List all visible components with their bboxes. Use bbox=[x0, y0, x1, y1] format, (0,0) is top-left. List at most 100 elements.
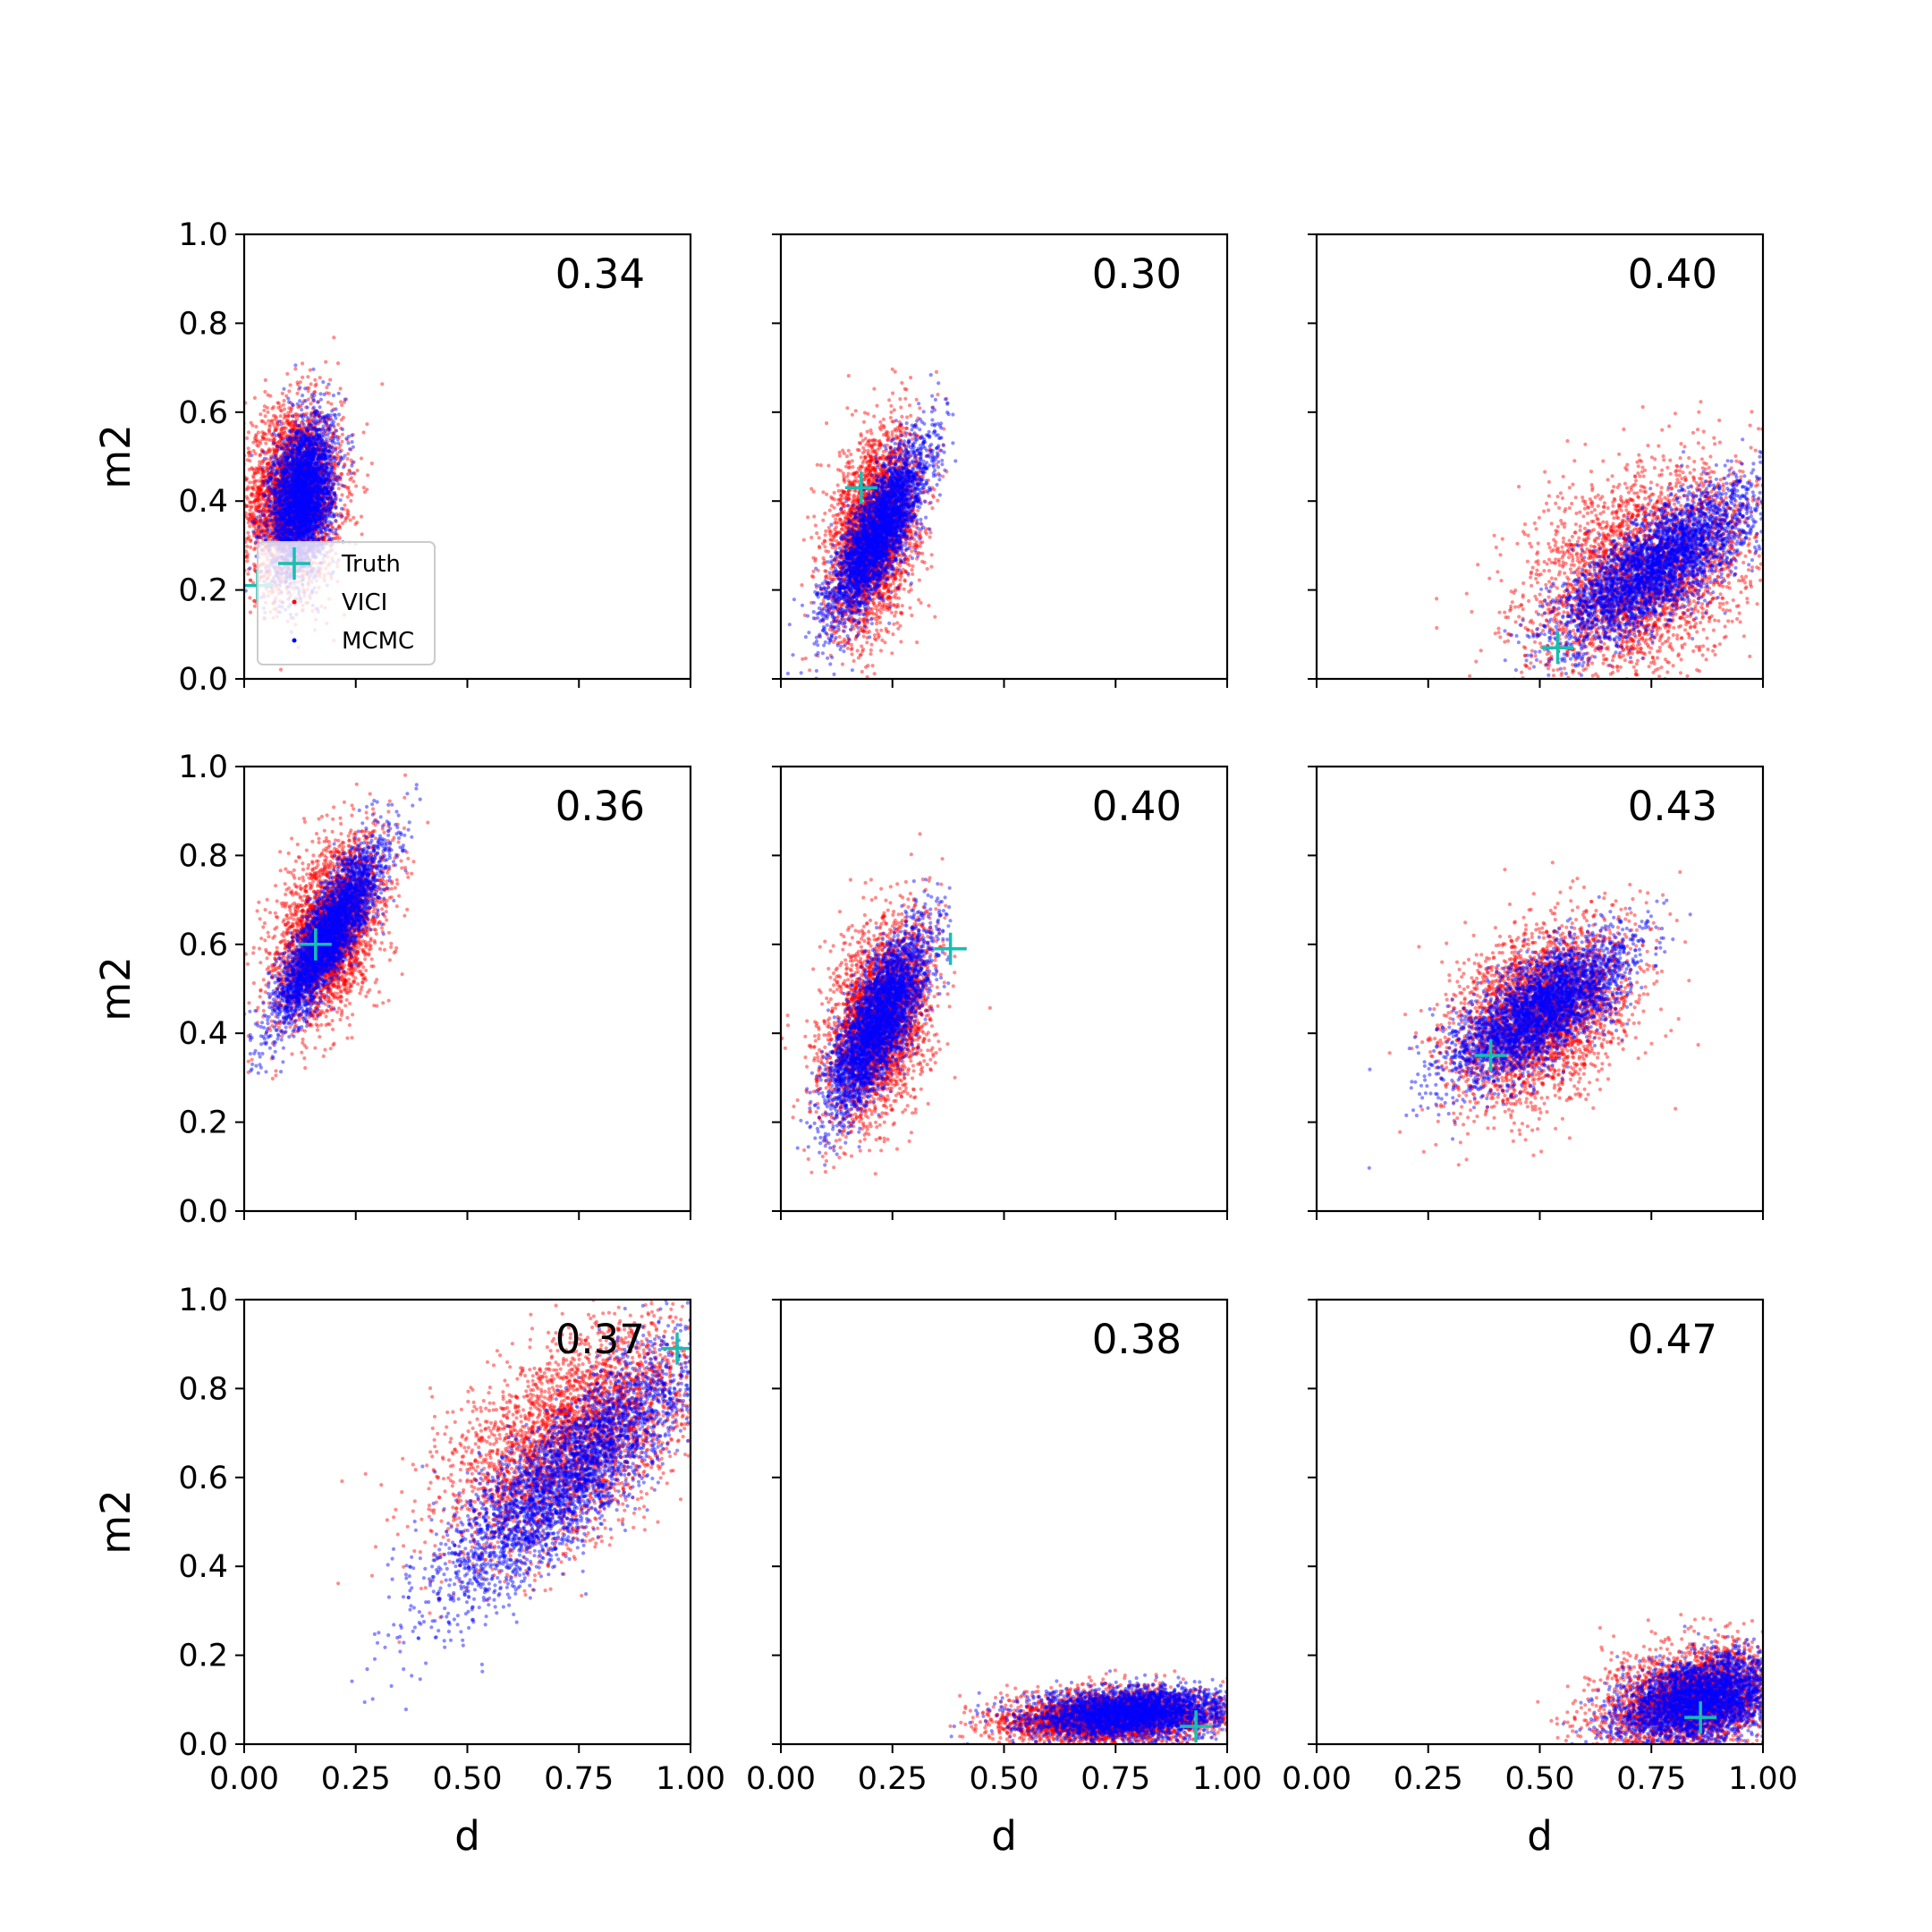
vici-scatter-point bbox=[244, 487, 249, 492]
vici-scatter-point bbox=[267, 419, 271, 423]
vici-scatter-point bbox=[297, 448, 302, 453]
vici-scatter-point bbox=[292, 486, 296, 490]
vici-scatter-point bbox=[294, 521, 299, 525]
vici-scatter-point bbox=[277, 527, 282, 531]
vici-scatter-point bbox=[301, 485, 306, 489]
vici-scatter-point bbox=[322, 456, 326, 462]
vici-scatter-point bbox=[275, 518, 280, 522]
vici-scatter-point bbox=[298, 476, 302, 481]
vici-scatter-point bbox=[290, 510, 294, 514]
vici-scatter-point bbox=[340, 439, 344, 444]
vici-scatter-point bbox=[252, 521, 257, 526]
vici-scatter-point bbox=[343, 484, 347, 488]
vici-scatter-point bbox=[230, 545, 233, 548]
vici-scatter-point bbox=[335, 361, 341, 366]
vici-scatter-point bbox=[329, 450, 334, 454]
vici-scatter-point bbox=[308, 534, 312, 539]
vici-scatter-point bbox=[289, 488, 293, 493]
vici-scatter-point bbox=[244, 495, 250, 499]
mcmc-scatter-point bbox=[318, 405, 322, 410]
vici-scatter-point bbox=[261, 432, 266, 436]
vici-scatter-point bbox=[289, 496, 293, 500]
vici-scatter-point bbox=[293, 472, 298, 478]
vici-scatter-point bbox=[273, 497, 277, 503]
vici-scatter-point bbox=[264, 516, 268, 521]
vici-scatter-point bbox=[301, 490, 305, 496]
vici-scatter-point bbox=[310, 512, 315, 516]
vici-scatter-point bbox=[267, 428, 272, 433]
vici-scatter-point bbox=[329, 402, 334, 406]
vici-scatter-point bbox=[275, 536, 279, 540]
vici-scatter-point bbox=[306, 431, 310, 436]
vici-scatter-point bbox=[315, 493, 319, 497]
vici-scatter-point bbox=[299, 462, 304, 466]
vici-scatter-point bbox=[313, 452, 318, 456]
vici-scatter-point bbox=[275, 515, 279, 521]
vici-scatter-point bbox=[355, 468, 360, 473]
vici-scatter-point bbox=[319, 458, 324, 462]
vici-scatter-point bbox=[265, 462, 269, 467]
vici-scatter-point bbox=[233, 455, 236, 459]
vici-scatter-point bbox=[316, 487, 320, 493]
vici-scatter-point bbox=[299, 464, 303, 470]
vici-scatter-point bbox=[329, 444, 334, 448]
vici-scatter-point bbox=[267, 488, 271, 493]
vici-scatter-point bbox=[236, 502, 240, 505]
vici-scatter-point bbox=[311, 512, 316, 516]
vici-scatter-point bbox=[261, 436, 266, 440]
vici-scatter-point bbox=[247, 517, 251, 521]
vici-scatter-point bbox=[312, 471, 317, 476]
vici-scatter-point bbox=[302, 508, 307, 513]
vici-scatter-point bbox=[293, 455, 298, 460]
vici-scatter-point bbox=[328, 377, 333, 382]
mcmc-scatter-point bbox=[270, 491, 275, 496]
vici-scatter-point bbox=[308, 495, 312, 499]
vici-scatter-point bbox=[239, 484, 242, 487]
vici-scatter-point bbox=[272, 484, 277, 489]
vici-scatter-point bbox=[312, 513, 317, 519]
vici-scatter-point bbox=[325, 479, 329, 485]
vici-scatter-point bbox=[306, 518, 310, 522]
vici-scatter-point bbox=[267, 471, 271, 476]
vici-scatter-point bbox=[298, 471, 302, 477]
vici-scatter-point bbox=[324, 419, 328, 423]
vici-scatter-point bbox=[296, 526, 301, 530]
vici-scatter-point bbox=[309, 484, 314, 488]
vici-scatter-point bbox=[297, 413, 301, 418]
vici-scatter-point bbox=[259, 447, 264, 453]
vici-scatter-point bbox=[380, 382, 385, 386]
vici-scatter-point bbox=[291, 509, 295, 513]
vici-scatter-point bbox=[253, 493, 258, 497]
vici-scatter-point bbox=[281, 475, 285, 479]
vici-scatter-point bbox=[289, 432, 293, 436]
vici-scatter-point bbox=[280, 460, 284, 464]
vici-scatter-point bbox=[292, 461, 296, 465]
vici-scatter-point bbox=[294, 514, 299, 520]
vici-scatter-point bbox=[301, 492, 305, 496]
vici-scatter-point bbox=[268, 534, 273, 538]
vici-scatter-point bbox=[291, 445, 295, 450]
vici-scatter-point bbox=[278, 667, 284, 672]
vici-scatter-point bbox=[296, 414, 301, 419]
vici-scatter-point bbox=[298, 506, 302, 512]
vici-scatter-point bbox=[294, 483, 299, 487]
vici-scatter-point bbox=[289, 407, 293, 411]
vici-scatter-point bbox=[296, 500, 301, 505]
vici-scatter-point bbox=[318, 519, 322, 523]
vici-scatter-point bbox=[284, 414, 288, 419]
vici-scatter-point bbox=[329, 485, 334, 489]
vici-scatter-point bbox=[281, 432, 285, 436]
vici-scatter-point bbox=[338, 386, 343, 391]
mcmc-scatter-point bbox=[258, 519, 263, 523]
mcmc-scatter-point bbox=[329, 422, 334, 427]
vici-scatter-point bbox=[252, 482, 257, 487]
vici-scatter-point bbox=[224, 520, 227, 523]
vici-scatter-point bbox=[289, 513, 293, 518]
vici-scatter-point bbox=[258, 467, 263, 471]
vici-scatter-point bbox=[304, 474, 309, 479]
vici-scatter-point bbox=[248, 459, 252, 463]
vici-scatter-point bbox=[305, 429, 309, 434]
vici-scatter-point bbox=[275, 469, 279, 473]
vici-scatter-point bbox=[248, 512, 252, 517]
vici-scatter-point bbox=[290, 449, 294, 453]
